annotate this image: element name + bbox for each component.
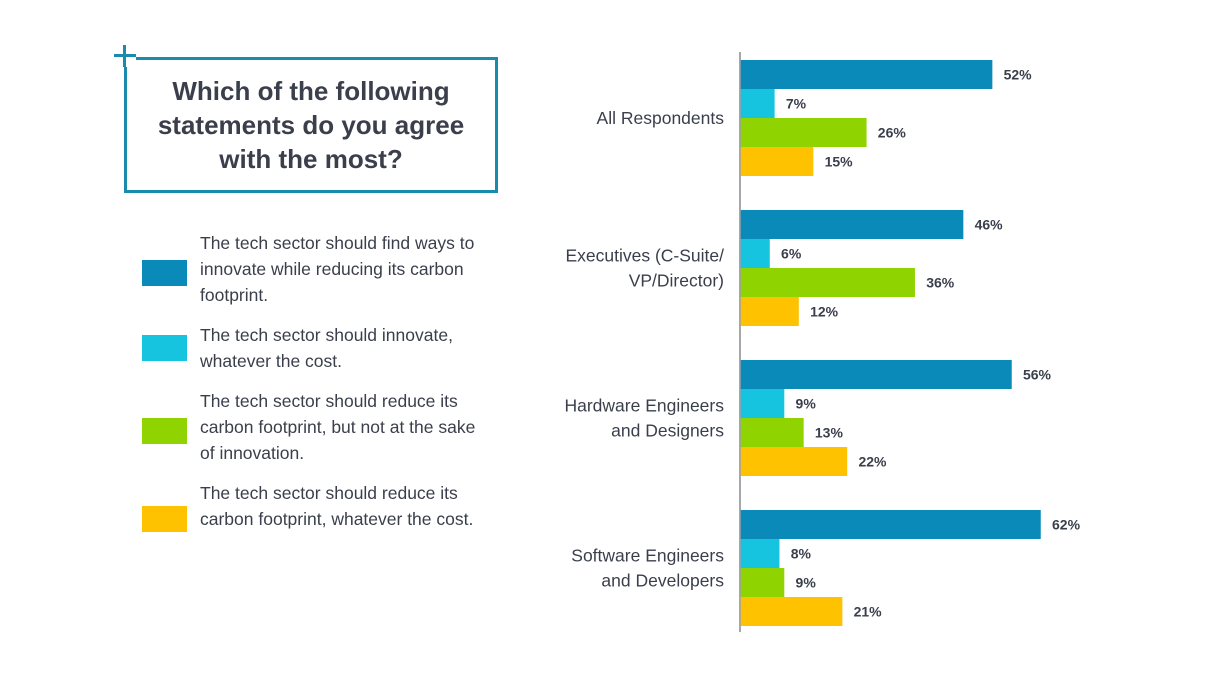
bar	[740, 539, 780, 568]
category-label: All Respondents	[597, 108, 725, 128]
bar	[740, 568, 785, 597]
category-label: and Designers	[611, 421, 724, 441]
bar	[740, 89, 775, 118]
data-label: 8%	[791, 546, 812, 562]
data-label: 56%	[1023, 367, 1052, 383]
bar	[740, 118, 867, 147]
data-label: 6%	[781, 246, 802, 262]
legend-label: The tech sector should reduce its carbon…	[200, 391, 476, 463]
bar	[740, 147, 814, 176]
bar	[740, 60, 993, 89]
bar	[740, 360, 1012, 389]
category-label: VP/Director)	[629, 271, 724, 291]
category-label: and Developers	[601, 571, 724, 591]
legend-swatch	[142, 260, 187, 286]
legend-label: The tech sector should find ways to inno…	[200, 233, 475, 305]
data-label: 15%	[825, 154, 854, 170]
bar	[740, 297, 799, 326]
bar	[740, 447, 848, 476]
bar	[740, 239, 770, 268]
bar	[740, 210, 964, 239]
data-label: 13%	[815, 425, 844, 441]
bar	[740, 510, 1041, 539]
data-label: 12%	[810, 304, 839, 320]
data-label: 36%	[926, 275, 955, 291]
chart-title: Which of the following statements do you…	[157, 76, 465, 174]
chart-title-box: Which of the following statements do you…	[124, 57, 498, 193]
data-label: 52%	[1004, 67, 1033, 83]
bar	[740, 597, 843, 626]
legend-swatch	[142, 335, 187, 361]
data-label: 22%	[858, 454, 887, 470]
legend-swatch	[142, 506, 187, 532]
data-label: 9%	[796, 575, 817, 591]
bar	[740, 418, 804, 447]
data-label: 26%	[878, 125, 907, 141]
data-label: 9%	[796, 396, 817, 412]
legend-swatch	[142, 418, 187, 444]
legend-label: The tech sector should reduce its carbon…	[200, 483, 474, 529]
data-label: 21%	[854, 604, 883, 620]
data-label: 46%	[975, 217, 1004, 233]
category-label: Executives (C-Suite/	[565, 246, 724, 266]
category-label: Hardware Engineers	[564, 396, 724, 416]
bar	[740, 389, 785, 418]
legend-label: The tech sector should innovate, whateve…	[200, 325, 453, 371]
data-label: 7%	[786, 96, 807, 112]
data-label: 62%	[1052, 517, 1081, 533]
plus-icon	[114, 45, 136, 67]
bar	[740, 268, 915, 297]
category-label: Software Engineers	[571, 546, 724, 566]
